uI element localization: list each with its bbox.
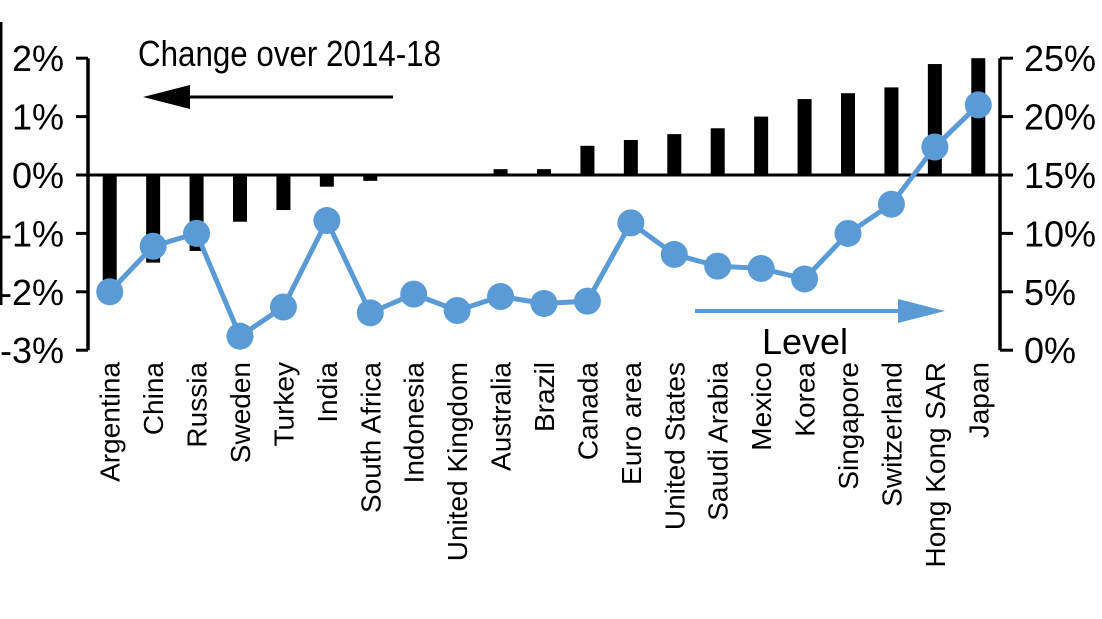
x-label-switzerland: Switzerland: [876, 362, 907, 507]
x-label-russia: Russia: [182, 362, 213, 448]
marker-united-states: [660, 240, 688, 268]
x-label-india: India: [312, 362, 343, 423]
bar-south-africa: [363, 175, 378, 181]
x-label-china: China: [138, 362, 169, 436]
bar-india: [319, 175, 334, 187]
marker-china: [139, 232, 167, 260]
x-label-canada: Canada: [572, 362, 603, 461]
marker-switzerland: [877, 190, 905, 218]
x-label-australia: Australia: [486, 362, 517, 471]
right-axis-tick-label: 5%: [1024, 272, 1076, 313]
marker-brazil: [530, 289, 558, 317]
marker-russia: [183, 219, 211, 247]
x-label-united-kingdom: United Kingdom: [442, 362, 473, 561]
bar-series-arrow: [143, 85, 393, 109]
x-label-sweden: Sweden: [225, 362, 256, 463]
bar-united-states: [667, 134, 682, 175]
figure-edge-line: [0, 22, 3, 305]
marker-saudi-arabia: [704, 252, 732, 280]
marker-australia: [487, 282, 515, 310]
marker-canada: [573, 287, 601, 315]
line-series-title: Level: [762, 321, 848, 362]
x-label-united-states: United States: [659, 362, 690, 530]
x-label-mexico: Mexico: [746, 362, 777, 451]
bar-korea: [797, 99, 812, 175]
bar-argentina: [102, 175, 117, 281]
x-label-turkey: Turkey: [268, 362, 299, 447]
x-label-japan: Japan: [963, 362, 994, 438]
bar-series-title: Change over 2014-18: [138, 33, 441, 74]
right-axis-tick-label: 15%: [1024, 155, 1096, 196]
bar-singapore: [841, 93, 855, 175]
line-series-arrow: [695, 299, 945, 323]
left-axis-tick-label: -1%: [0, 213, 64, 254]
x-label-south-africa: South Africa: [355, 362, 386, 513]
marker-india: [313, 207, 341, 235]
right-axis-tick-label: 10%: [1024, 213, 1096, 254]
bar-saudi-arabia: [710, 128, 725, 175]
left-axis-tick-label: 2%: [12, 38, 64, 79]
right-axis-tick-label: 0%: [1024, 330, 1076, 371]
marker-korea: [791, 265, 819, 293]
bar-brazil: [537, 169, 551, 175]
x-label-euro-area: Euro area: [616, 362, 647, 485]
marker-singapore: [834, 219, 862, 247]
x-label-saudi-arabia: Saudi Arabia: [703, 362, 734, 521]
right-axis-tick-label: 20%: [1024, 97, 1096, 138]
marker-turkey: [269, 293, 297, 321]
x-label-singapore: Singapore: [833, 362, 864, 490]
bar-euro-area: [623, 139, 638, 175]
marker-hong-kong-sar: [921, 133, 949, 161]
marker-south-africa: [356, 299, 384, 327]
marker-united-kingdom: [443, 296, 471, 324]
left-axis-tick-label: -3%: [0, 330, 64, 371]
marker-argentina: [96, 278, 124, 306]
marker-indonesia: [400, 280, 428, 308]
left-axis-tick-label: 0%: [12, 155, 64, 196]
bar-australia: [493, 169, 508, 175]
x-label-brazil: Brazil: [529, 362, 560, 432]
bar-switzerland: [884, 87, 899, 175]
bar-canada: [580, 145, 595, 175]
bar-mexico: [754, 116, 769, 175]
marker-sweden: [226, 322, 254, 350]
bar-sweden: [233, 175, 247, 222]
x-label-argentina: Argentina: [95, 362, 126, 482]
marker-euro-area: [617, 209, 645, 237]
marker-japan: [964, 91, 992, 119]
x-label-korea: Korea: [790, 362, 821, 437]
marker-mexico: [747, 254, 775, 282]
x-label-indonesia: Indonesia: [399, 362, 430, 484]
bar-turkey: [276, 175, 291, 211]
right-axis-tick-label: 25%: [1024, 38, 1096, 79]
left-axis-tick-label: -2%: [0, 272, 64, 313]
left-axis-tick-label: 1%: [12, 97, 64, 138]
x-label-hong-kong-sar: Hong Kong SAR: [920, 362, 951, 567]
